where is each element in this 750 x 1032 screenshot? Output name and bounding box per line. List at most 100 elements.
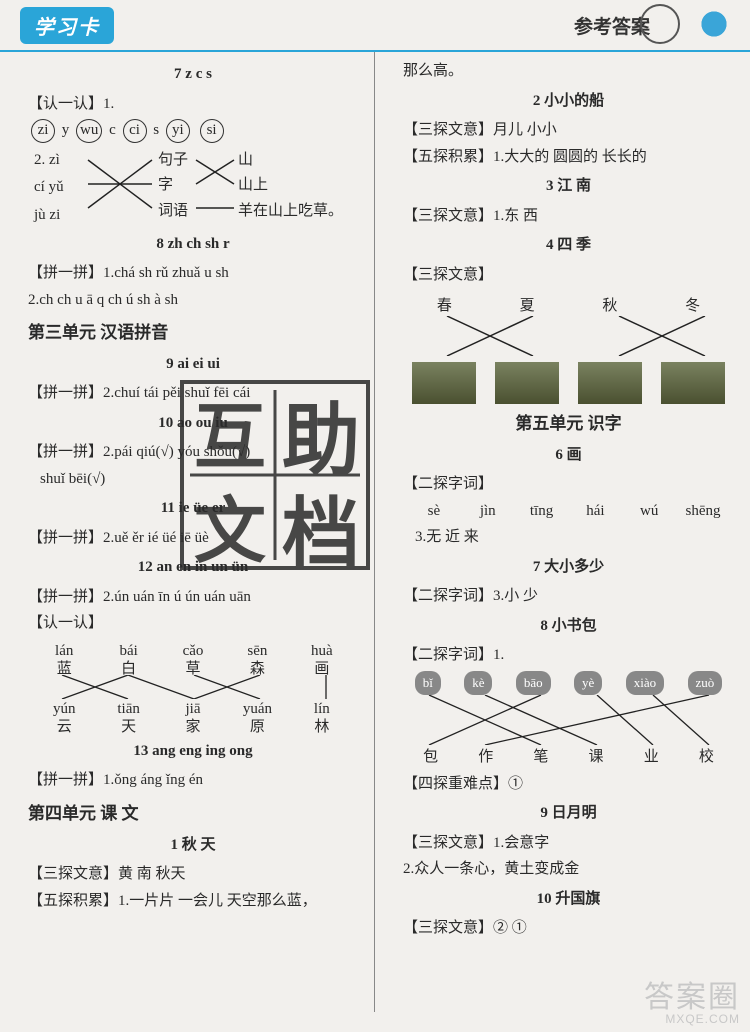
hz: 家 <box>161 715 225 741</box>
s10r-title: 10 升国旗 <box>403 887 734 913</box>
unit4-title: 第四单元 课 文 <box>28 800 358 829</box>
s6-title: 6 画 <box>403 443 734 469</box>
right-column: 那么高。 2 小小的船 【三探文意】月儿 小小 【五探积累】1.大大的 圆圆的 … <box>375 52 750 1012</box>
mascot-icon <box>692 2 736 46</box>
s12-renren: 【认一认】 <box>28 611 358 637</box>
s7-circles-row: zi y wu c ci s yi si <box>28 118 358 144</box>
s4-l1: 【三探文意】 <box>403 263 734 289</box>
s2-l1: 【三探文意】月儿 小小 <box>403 118 734 144</box>
s3-l1: 【三探文意】1.东 西 <box>403 204 734 230</box>
hz: 原 <box>225 715 289 741</box>
pill: yè <box>574 671 602 695</box>
cross-lines-icon <box>28 675 358 699</box>
season-image-icon <box>578 362 642 404</box>
py: jìn <box>461 499 515 525</box>
circled: wu <box>76 119 102 143</box>
s4-title: 4 四 季 <box>403 233 734 259</box>
hz: 包 <box>423 745 438 771</box>
hz: 业 <box>644 745 659 771</box>
py: shēng <box>676 499 730 525</box>
pill: xiào <box>626 671 664 695</box>
s9r-title: 9 日月明 <box>403 801 734 827</box>
s12-l1: 【拼一拼】2.ún uán īn ú ún uán uān <box>28 585 358 611</box>
header-title: 参考答案 <box>574 12 650 39</box>
footer-big: 答案圈 <box>644 981 740 1014</box>
page-header: 学习卡 参考答案 <box>0 0 750 52</box>
hz: 云 <box>32 715 96 741</box>
s8-l2: 2.ch ch u ā q ch ú sh à sh <box>28 288 358 314</box>
s13-l1: 【拼一拼】1.ǒng áng ǐng én <box>28 768 358 794</box>
pill: bāo <box>516 671 551 695</box>
s6-l1: 【二探字词】 <box>403 472 734 498</box>
footer-watermark: 答案圈 MXQE.COM <box>644 972 740 1026</box>
s7-match: 2. zì cí yǔ jù zi 句子 字 词语 山 山上 羊在山上吃草。 <box>28 148 358 228</box>
s7-renren: 【认一认】1. <box>28 92 358 118</box>
season-image-icon <box>412 362 476 404</box>
s10r-l1: 【三探文意】② ① <box>403 916 734 942</box>
match-lines-icon <box>28 148 358 228</box>
pill: kè <box>464 671 492 695</box>
s10-title: 10 ao ou iu <box>28 411 358 437</box>
season-lines-icon <box>403 316 734 356</box>
unit3-title: 第三单元 汉语拼音 <box>28 319 358 348</box>
s8r-title: 8 小书包 <box>403 614 734 640</box>
footer-small: MXQE.COM <box>644 1012 740 1026</box>
cont: 那么高。 <box>403 59 734 85</box>
py: tīng <box>515 499 569 525</box>
s11-l1: 【拼一拼】2.uě ěr ié üé iē üè <box>28 526 358 552</box>
s2-title: 2 小小的船 <box>403 89 734 115</box>
s7r-l1: 【二探字词】3.小 少 <box>403 584 734 610</box>
hz: 笔 <box>533 745 548 771</box>
hz: 作 <box>478 745 493 771</box>
s1-title: 1 秋 天 <box>28 833 358 859</box>
py: wú <box>622 499 676 525</box>
s8-l1: 【拼一拼】1.chá sh rǔ zhuǎ u sh <box>28 261 358 287</box>
s2-l2: 【五探积累】1.大大的 圆圆的 长长的 <box>403 145 734 171</box>
plain: s <box>153 122 159 138</box>
s12-title: 12 an en in un ün <box>28 555 358 581</box>
plain: c <box>109 122 116 138</box>
circled: yi <box>166 119 190 143</box>
hz: 校 <box>699 745 714 771</box>
s7-title: 7 z c s <box>28 62 358 88</box>
pill: zuò <box>688 671 723 695</box>
s8-title: 8 zh ch sh r <box>28 232 358 258</box>
py: hái <box>568 499 622 525</box>
s1-l1: 【三探文意】黄 南 秋天 <box>28 862 358 888</box>
s9r-l1: 【三探文意】1.会意字 <box>403 831 734 857</box>
s8r-l1: 【二探字词】1. <box>403 643 734 669</box>
s9-l1: 【拼一拼】2.chuí tái pěi shuǐ fēi cái <box>28 381 358 407</box>
content-columns: 7 z c s 【认一认】1. zi y wu c ci s yi si 2. … <box>0 52 750 1012</box>
seal-icon <box>640 4 680 44</box>
s1-l2: 【五探积累】1.一片片 一会儿 天空那么蓝， <box>28 889 358 915</box>
s6-pinyin: sè jìn tīng hái wú shēng <box>403 499 734 525</box>
s10-l2: shuǐ bēi(√) <box>28 467 358 493</box>
season-image-icon <box>661 362 725 404</box>
hz: 天 <box>96 715 160 741</box>
circled: ci <box>123 119 147 143</box>
s7r-title: 7 大小多少 <box>403 555 734 581</box>
s9-title: 9 ai ei ui <box>28 352 358 378</box>
plain: y <box>62 122 70 138</box>
circled: zi <box>31 119 55 143</box>
hz: 林 <box>290 715 354 741</box>
left-column: 7 z c s 【认一认】1. zi y wu c ci s yi si 2. … <box>0 52 375 1012</box>
s6-l2: 3.无 近 来 <box>403 525 734 551</box>
pill: bǐ <box>415 671 441 695</box>
s13-title: 13 ang eng ing ong <box>28 739 358 765</box>
s11-title: 11 ie üe er <box>28 496 358 522</box>
bag-match: bǐ kè bāo yè xiào zuò 包 作 笔 课 业 <box>403 671 734 771</box>
hz: 课 <box>589 745 604 771</box>
circled: si <box>200 119 224 143</box>
bag-lines-icon <box>403 695 734 745</box>
badge-study-card: 学习卡 <box>20 7 114 44</box>
season-image-icon <box>495 362 559 404</box>
s8r-l2: 【四探重难点】① <box>403 772 734 798</box>
s10-l1: 【拼一拼】2.pái qiú(√) yóu shǒu(√) <box>28 440 358 466</box>
seasons-match: 春 夏 秋 冬 <box>403 294 734 404</box>
s9r-l2: 2.众人一条心，黄土变成金 <box>403 857 734 883</box>
py: sè <box>407 499 461 525</box>
unit5-title: 第五单元 识字 <box>403 410 734 439</box>
s12-pinyin-match: lán bái cǎo sēn huà 蓝 白 草 森 画 <box>28 639 358 735</box>
s3-title: 3 江 南 <box>403 174 734 200</box>
